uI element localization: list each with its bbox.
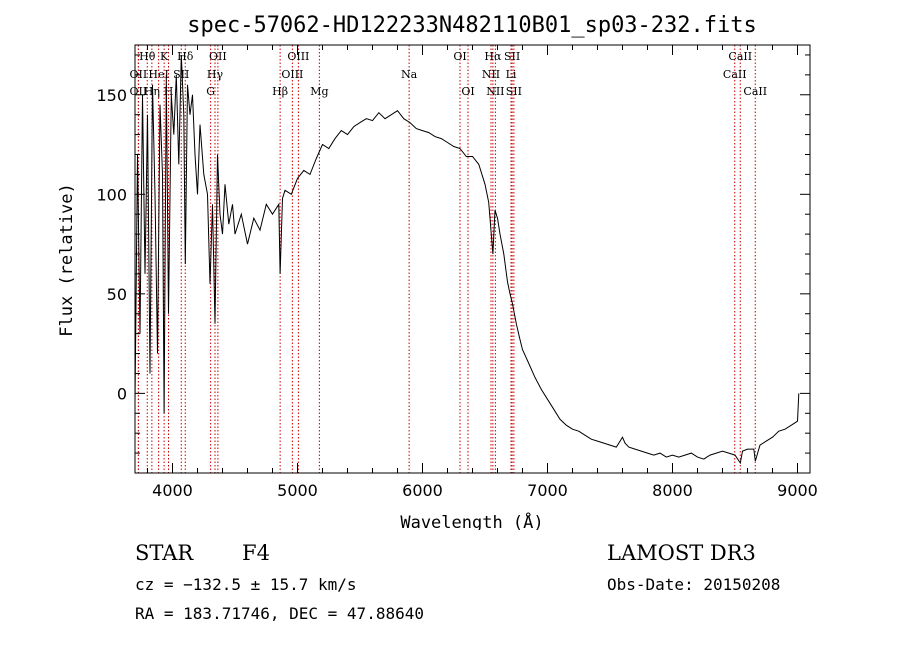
chart-title: spec-57062-HD122233N482110B01_sp03-232.f… [187,13,757,38]
line-label-20: H [164,85,174,98]
spectrum-chart: spec-57062-HD122233N482110B01_sp03-232.f… [57,13,818,530]
line-label-26: SII [506,85,522,98]
line-label-3: OII [209,50,227,63]
spectrum-trace [134,54,800,465]
line-label-0: Hθ [139,50,156,63]
ra-dec-coordinates: RA = 183.71746, DEC = 47.88640 [135,604,424,623]
line-label-21: G [206,85,215,98]
spectral-line-markers [137,45,756,473]
line-label-23: Mg [310,85,328,98]
y-axis-label: Flux (relative) [57,183,77,337]
x-axis-label: Wavelength (Å) [400,511,543,530]
line-label-12: Hγ [207,68,224,81]
line-label-25: NII [486,85,504,98]
line-label-13: OIII [281,68,303,81]
line-label-10: HeI [148,68,168,81]
x-tick-label-1: 5000 [277,481,318,500]
line-label-4: OIII [287,50,309,63]
observation-date: Obs-Date: 20150208 [607,575,781,594]
object-class: STAR [135,541,194,565]
line-label-1: K [160,50,169,63]
line-label-2: Hδ [177,50,194,63]
x-tick-label-0: 4000 [152,481,193,500]
object-subclass: F4 [242,541,270,565]
x-tick-label-4: 8000 [652,481,693,500]
redshift-cz: cz = −132.5 ± 15.7 km/s [135,575,357,594]
line-label-17: CaII [723,68,747,81]
line-label-22: Hβ [272,85,288,98]
plot-frame [134,44,811,474]
line-label-19: Hη [144,85,160,98]
line-label-14: Na [401,68,418,81]
y-axis-ticks: 0 50 100 150 [96,54,810,454]
line-label-7: SII [504,50,520,63]
x-axis-ticks: 4000 5000 6000 7000 8000 9000 [147,45,818,500]
x-tick-label-3: 7000 [527,481,568,500]
line-label-16: Li [506,68,517,81]
survey-name: LAMOST DR3 [607,541,756,565]
line-label-5: OI [453,50,466,63]
line-label-15: NII [482,68,500,81]
x-tick-label-5: 9000 [777,481,818,500]
x-tick-label-2: 6000 [402,481,443,500]
line-label-8: CaII [728,50,752,63]
line-label-6: Hα [484,50,502,63]
line-label-24: OI [461,85,474,98]
y-tick-label-0: 0 [117,384,127,403]
y-tick-label-1: 50 [107,285,127,304]
y-tick-label-3: 150 [96,86,127,105]
line-label-27: CaII [743,85,767,98]
y-tick-label-2: 100 [96,185,127,204]
